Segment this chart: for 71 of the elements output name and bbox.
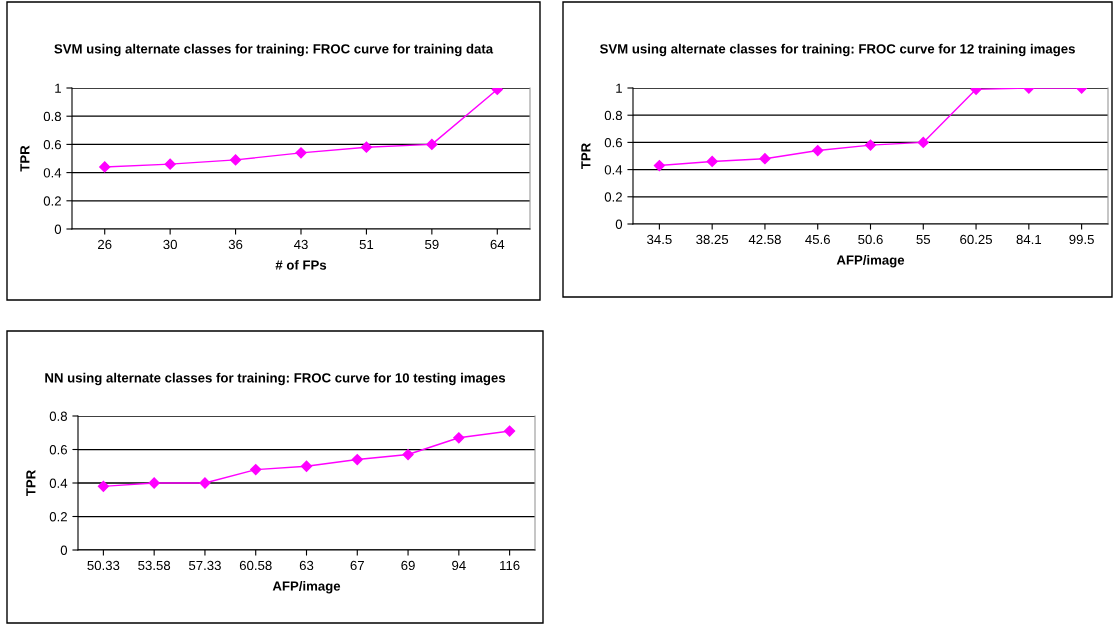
point bbox=[250, 463, 262, 476]
x-tick-label: 34.5 bbox=[647, 234, 672, 245]
x-tick-label: 57.33 bbox=[188, 560, 221, 571]
y-axis-title: TPR bbox=[26, 470, 36, 497]
point bbox=[229, 154, 242, 166]
y-tick-label: 0.6 bbox=[43, 139, 62, 150]
y-tick-label: 0.2 bbox=[43, 196, 61, 206]
y-tick-label: 0 bbox=[60, 545, 68, 555]
point bbox=[504, 425, 516, 437]
point bbox=[97, 480, 109, 492]
y-tick-label: 0.2 bbox=[604, 192, 622, 202]
y-tick-label: 0.4 bbox=[43, 168, 62, 178]
chart-title: SVM using alternate classes for training: FROC curve for training data bbox=[54, 43, 494, 57]
point bbox=[706, 155, 718, 168]
x-tick-label: 99.5 bbox=[1069, 234, 1094, 245]
y-tick-label: 0.4 bbox=[49, 478, 68, 488]
x-tick-label: 53.58 bbox=[138, 560, 171, 571]
y-tick-label: 0.6 bbox=[49, 445, 68, 455]
y-tick-label: 1 bbox=[616, 83, 622, 93]
x-tick-label: 43 bbox=[293, 239, 308, 250]
x-tick-label: 55 bbox=[916, 234, 931, 245]
y-tick-label: 0.6 bbox=[604, 137, 623, 148]
y-tick-label: 1 bbox=[55, 83, 61, 93]
y-axis-title: TPR bbox=[581, 143, 591, 170]
x-tick-label: 69 bbox=[401, 560, 415, 571]
point bbox=[300, 460, 313, 472]
x-tick-label: 50.33 bbox=[87, 560, 120, 571]
x-tick-label: 116 bbox=[500, 560, 520, 571]
chart-title: SVM using alternate classes for training: FROC curve for 12 training images bbox=[599, 43, 1075, 57]
point bbox=[99, 161, 111, 173]
point bbox=[453, 432, 465, 444]
point bbox=[164, 158, 176, 170]
point bbox=[917, 136, 929, 149]
x-tick-label: 30 bbox=[163, 239, 177, 250]
x-tick-label: 51 bbox=[359, 239, 374, 250]
point bbox=[812, 144, 824, 157]
x-tick-label: 60.58 bbox=[239, 560, 272, 571]
x-axis-title: AFP/image bbox=[836, 255, 905, 268]
x-tick-label: 59 bbox=[425, 239, 439, 250]
x-tick-label: 84.1 bbox=[1016, 234, 1042, 245]
y-tick-label: 0.8 bbox=[49, 411, 68, 421]
x-axis-title: AFP/image bbox=[272, 581, 341, 594]
y-tick-label: 0.4 bbox=[604, 165, 623, 175]
x-tick-label: 38.25 bbox=[696, 234, 729, 245]
y-tick-label: 0.8 bbox=[43, 111, 62, 122]
x-tick-label: 45.6 bbox=[805, 234, 830, 245]
point bbox=[864, 139, 877, 151]
point bbox=[351, 453, 363, 466]
x-tick-label: 67 bbox=[350, 560, 364, 571]
x-tick-label: 42.58 bbox=[748, 234, 781, 245]
x-axis-title: # of FPs bbox=[275, 260, 327, 270]
x-tick-label: 26 bbox=[98, 239, 112, 250]
y-tick-label: 0.2 bbox=[49, 512, 67, 522]
point bbox=[759, 153, 771, 165]
chart-title: NN using alternate classes for training: FROC curve for 10 testing images bbox=[45, 372, 506, 386]
x-tick-label: 50.6 bbox=[858, 234, 883, 245]
point bbox=[360, 141, 373, 153]
point bbox=[653, 159, 665, 172]
point bbox=[426, 138, 438, 151]
y-axis-title: TPR bbox=[20, 145, 30, 172]
x-tick-label: 64 bbox=[490, 239, 505, 250]
x-tick-label: 63 bbox=[299, 560, 314, 571]
y-tick-label: 0.8 bbox=[604, 110, 623, 121]
point bbox=[148, 477, 160, 489]
point bbox=[402, 448, 414, 461]
x-tick-label: 36 bbox=[228, 239, 243, 250]
point bbox=[295, 147, 307, 159]
y-tick-label: 0 bbox=[615, 219, 623, 229]
y-tick-label: 0 bbox=[54, 224, 62, 234]
x-tick-label: 60.25 bbox=[960, 234, 993, 245]
x-tick-label: 94 bbox=[452, 560, 466, 571]
